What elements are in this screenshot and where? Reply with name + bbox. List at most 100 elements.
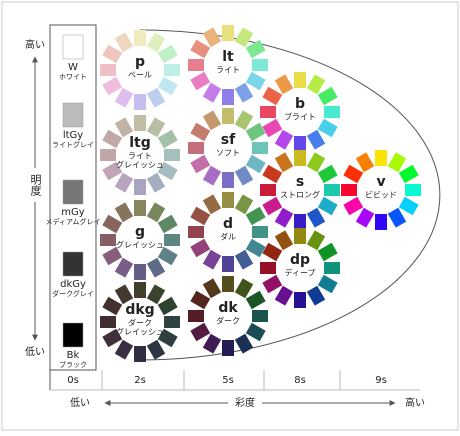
hue-chip	[252, 59, 268, 71]
tone-name: ブライト	[284, 112, 316, 122]
hue-chip	[222, 276, 234, 292]
hue-chip	[294, 136, 306, 152]
hue-chip	[222, 192, 234, 208]
tone-name: ライト	[216, 66, 240, 75]
hue-chip	[157, 296, 178, 316]
gray-column	[49, 24, 97, 371]
hue-chip	[222, 25, 234, 41]
hue-chip	[375, 150, 387, 166]
tone-code: v	[376, 174, 385, 190]
tone-code: dk	[218, 300, 238, 316]
hue-chip	[157, 76, 178, 96]
hue-chip	[202, 165, 222, 186]
gray-code: ltGy	[63, 130, 83, 141]
chroma-label: 彩度	[235, 396, 255, 409]
hue-chip	[387, 207, 407, 228]
gray-swatch	[62, 34, 84, 60]
hue-chip	[262, 242, 283, 262]
hue-chip	[306, 207, 326, 228]
hue-chip	[341, 184, 357, 196]
hue-chip	[245, 238, 266, 258]
hue-chip	[164, 64, 180, 76]
tone-code: dkg	[125, 302, 154, 318]
tone-name: ソフト	[216, 149, 240, 158]
hue-chip	[234, 165, 254, 186]
hue-chip	[234, 194, 254, 215]
hue-chip	[294, 72, 306, 88]
tone-code: d	[223, 216, 233, 232]
hue-chip	[294, 214, 306, 230]
tone-code: p	[135, 54, 145, 70]
hue-chip	[134, 264, 146, 280]
hue-chip	[100, 234, 116, 246]
hue-chip	[202, 249, 222, 270]
hue-chip	[202, 333, 222, 354]
hue-chip	[146, 117, 166, 138]
hue-chip	[245, 322, 266, 342]
hue-chip	[245, 206, 266, 226]
tone-name: ダーク	[128, 318, 152, 328]
tone-wheel: dダル	[188, 192, 268, 272]
hue-chip	[190, 238, 211, 258]
hue-chip	[234, 333, 254, 354]
hue-chip	[190, 154, 211, 174]
gray-code: dkGy	[60, 279, 86, 290]
hue-chip	[245, 71, 266, 91]
tone-center	[277, 89, 323, 135]
hue-chip	[274, 207, 294, 228]
gray-swatch	[62, 251, 84, 277]
hue-chip	[114, 172, 134, 193]
hue-chip	[245, 290, 266, 310]
hue-chip	[324, 262, 340, 274]
hue-chip	[134, 200, 146, 216]
hue-chip	[190, 290, 211, 310]
hue-chip	[294, 150, 306, 166]
hue-chip	[157, 44, 178, 64]
hue-chip	[102, 296, 123, 316]
hue-chip	[245, 154, 266, 174]
hue-chip	[134, 179, 146, 195]
tone-code: sf	[221, 132, 236, 148]
hue-chip	[260, 184, 276, 196]
hue-chip	[188, 142, 204, 154]
hue-chip	[102, 129, 123, 149]
hue-chip	[274, 285, 294, 306]
tone-center	[117, 132, 163, 178]
hue-chip	[102, 214, 123, 234]
hue-chip	[260, 262, 276, 274]
label-bg	[228, 396, 262, 410]
column-label: 0s	[67, 375, 79, 386]
hue-chip	[134, 346, 146, 362]
lightness-high: 高い	[25, 38, 45, 51]
gray-name: ホワイト	[59, 73, 87, 81]
hue-chip	[222, 340, 234, 356]
hue-chip	[190, 122, 211, 142]
hue-chip	[114, 339, 134, 360]
hue-chip	[245, 122, 266, 142]
gray-name: ブラック	[59, 360, 87, 369]
hue-chip	[234, 27, 254, 48]
tone-name: ダル	[220, 232, 236, 242]
hue-chip	[294, 228, 306, 244]
hue-chip	[146, 32, 166, 53]
tone-name: ペール	[128, 71, 152, 80]
hue-chip	[262, 118, 283, 138]
hue-chip	[114, 284, 134, 305]
tone-center	[117, 299, 163, 345]
hue-chip	[157, 129, 178, 149]
column-label: 8s	[294, 375, 306, 386]
hue-chip	[262, 86, 283, 106]
tone-center	[205, 209, 251, 255]
hue-chip	[190, 71, 211, 91]
tone-center	[277, 245, 323, 291]
tone-center	[205, 293, 251, 339]
tone-code: lt	[222, 49, 234, 65]
tone-center	[277, 167, 323, 213]
hue-chip	[157, 246, 178, 266]
